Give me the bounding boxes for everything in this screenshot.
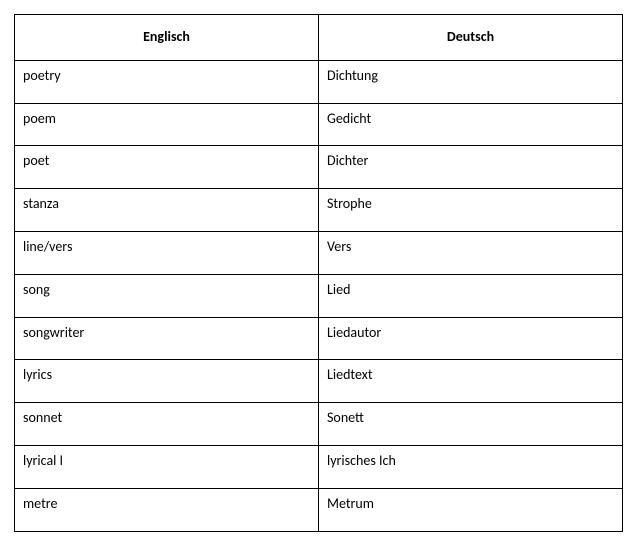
table-header-row: Englisch Deutsch — [15, 15, 623, 61]
cell-german: Vers — [319, 231, 623, 274]
cell-german: Metrum — [319, 488, 623, 531]
cell-german: Liedautor — [319, 317, 623, 360]
cell-german: Dichtung — [319, 60, 623, 103]
table-row: lyrical I lyrisches Ich — [15, 445, 623, 488]
table-row: song Lied — [15, 274, 623, 317]
table-row: line/vers Vers — [15, 231, 623, 274]
column-header-english: Englisch — [15, 15, 319, 61]
cell-english: songwriter — [15, 317, 319, 360]
table-row: poet Dichter — [15, 146, 623, 189]
cell-german: Gedicht — [319, 103, 623, 146]
cell-english: sonnet — [15, 403, 319, 446]
cell-english: lyrics — [15, 360, 319, 403]
vocab-table: Englisch Deutsch poetry Dichtung poem Ge… — [14, 14, 623, 532]
cell-german: Strophe — [319, 189, 623, 232]
table-row: sonnet Sonett — [15, 403, 623, 446]
cell-english: lyrical I — [15, 445, 319, 488]
table-row: metre Metrum — [15, 488, 623, 531]
cell-german: Liedtext — [319, 360, 623, 403]
cell-english: song — [15, 274, 319, 317]
column-header-german: Deutsch — [319, 15, 623, 61]
cell-english: poet — [15, 146, 319, 189]
cell-german: Lied — [319, 274, 623, 317]
cell-english: metre — [15, 488, 319, 531]
cell-german: Dichter — [319, 146, 623, 189]
table-row: poem Gedicht — [15, 103, 623, 146]
table-row: poetry Dichtung — [15, 60, 623, 103]
cell-german: Sonett — [319, 403, 623, 446]
cell-german: lyrisches Ich — [319, 445, 623, 488]
cell-english: line/vers — [15, 231, 319, 274]
table-row: songwriter Liedautor — [15, 317, 623, 360]
cell-english: poetry — [15, 60, 319, 103]
cell-english: stanza — [15, 189, 319, 232]
cell-english: poem — [15, 103, 319, 146]
table-row: lyrics Liedtext — [15, 360, 623, 403]
table-row: stanza Strophe — [15, 189, 623, 232]
